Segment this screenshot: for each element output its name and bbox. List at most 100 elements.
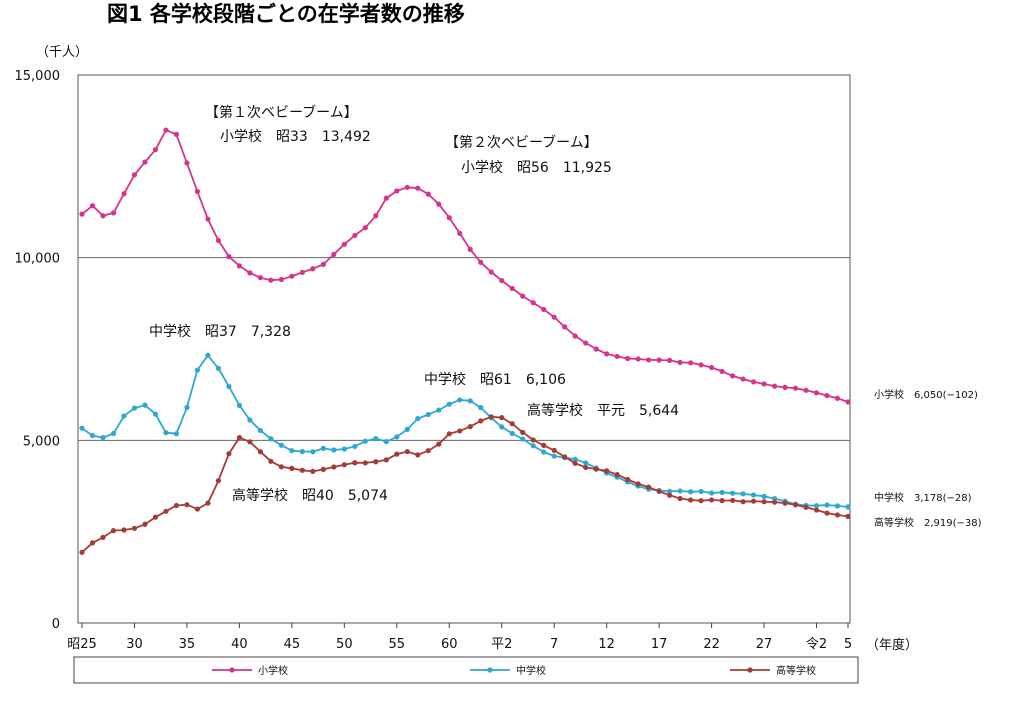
grid-layer — [78, 257, 850, 441]
data-point-elementary — [194, 188, 201, 195]
data-point-junior-high — [352, 443, 358, 450]
plot-frame — [77, 74, 851, 624]
data-point-high-school — [792, 502, 799, 508]
data-point-high-school — [625, 476, 631, 483]
data-point-high-school — [845, 513, 851, 519]
data-point-high-school — [782, 500, 788, 506]
data-point-high-school — [488, 414, 494, 420]
data-point-junior-high — [425, 411, 431, 418]
data-point-elementary — [792, 385, 799, 391]
data-point-elementary — [247, 270, 253, 276]
annotation-first-baby-boom: 【第１次ベビーブーム】 — [205, 104, 358, 121]
data-point-junior-high — [698, 488, 704, 495]
y-tick-label: 0 — [52, 617, 60, 632]
data-point-junior-high — [226, 383, 232, 390]
legend-swatch-marker — [229, 667, 235, 673]
data-point-elementary — [593, 346, 599, 352]
y-tick-label: 10,000 — [15, 252, 61, 267]
data-point-high-school — [824, 510, 830, 516]
data-point-elementary — [362, 225, 368, 231]
data-point-junior-high — [394, 434, 400, 440]
data-point-high-school — [719, 498, 725, 504]
data-point-high-school — [813, 507, 820, 513]
data-point-elementary — [131, 172, 138, 178]
data-point-elementary — [688, 360, 694, 366]
data-point-junior-high — [551, 453, 557, 459]
series-line-high-school — [81, 415, 849, 553]
data-point-elementary — [813, 390, 820, 396]
data-point-elementary — [415, 185, 421, 191]
data-point-junior-high — [362, 438, 368, 444]
data-point-junior-high — [173, 431, 180, 437]
data-point-junior-high — [383, 438, 389, 445]
data-point-high-school — [100, 534, 106, 540]
data-point-junior-high — [667, 488, 673, 495]
data-point-junior-high — [247, 417, 253, 423]
annotation-second-baby-boom: 【第２次ベビーブーム】 — [445, 134, 598, 151]
data-point-high-school — [79, 549, 85, 555]
x-tick-label: 27 — [756, 637, 773, 652]
data-point-high-school — [761, 499, 767, 505]
x-tick-label: 昭25 — [67, 637, 97, 652]
x-tick-label: 60 — [441, 637, 458, 652]
data-point-high-school — [289, 465, 295, 471]
data-point-elementary — [289, 273, 295, 279]
data-point-elementary — [352, 232, 358, 239]
data-point-high-school — [131, 525, 138, 531]
data-point-junior-high — [100, 434, 106, 441]
data-point-junior-high — [824, 502, 830, 508]
data-point-junior-high — [142, 402, 148, 408]
annotation-high-school-peak-2: 高等学校 平元 5,644 — [527, 402, 679, 419]
data-point-elementary — [750, 379, 757, 385]
data-point-elementary — [698, 362, 704, 368]
x-tick-label: 5 — [844, 637, 852, 652]
data-point-elementary — [803, 387, 809, 393]
data-point-junior-high — [331, 447, 337, 453]
data-point-elementary — [530, 300, 536, 306]
data-point-junior-high — [740, 491, 746, 497]
data-point-elementary — [320, 261, 326, 267]
data-point-elementary — [310, 266, 316, 272]
data-point-elementary — [572, 333, 578, 339]
data-point-high-school — [299, 467, 305, 473]
end-label-layer: 小学校 6,050(−102) 中学校 3,178(−28) 高等学校 2,91… — [874, 388, 982, 529]
data-point-elementary — [121, 191, 127, 197]
data-point-junior-high — [688, 489, 694, 495]
data-point-elementary — [520, 293, 526, 299]
data-point-high-school — [142, 521, 148, 527]
data-point-high-school — [520, 429, 526, 435]
x-tick-label: 40 — [231, 637, 248, 652]
data-point-elementary — [646, 357, 652, 363]
data-point-junior-high — [478, 404, 484, 411]
data-point-elementary — [404, 184, 410, 190]
data-point-high-school — [205, 500, 211, 506]
data-point-junior-high — [845, 504, 851, 510]
data-point-elementary — [761, 381, 767, 387]
data-point-high-school — [656, 488, 662, 494]
legend-label: 中学校 — [516, 664, 546, 677]
data-point-high-school — [478, 418, 484, 424]
data-point-high-school — [236, 435, 242, 441]
data-point-elementary — [100, 213, 106, 219]
data-point-junior-high — [761, 493, 767, 500]
data-point-junior-high — [215, 365, 222, 371]
data-point-elementary — [436, 201, 442, 207]
data-point-high-school — [173, 502, 180, 509]
data-point-junior-high — [729, 490, 736, 496]
data-point-elementary — [635, 356, 641, 362]
y-tick-label: 5,000 — [23, 434, 60, 449]
data-point-elementary — [782, 384, 788, 390]
data-point-elementary — [488, 269, 494, 275]
data-point-high-school — [457, 428, 463, 434]
x-tick-label: 55 — [389, 637, 406, 652]
x-tick-label: 35 — [179, 637, 196, 652]
data-point-high-school — [310, 468, 316, 474]
data-point-high-school — [194, 506, 201, 512]
data-point-elementary — [89, 203, 96, 209]
data-point-junior-high — [415, 415, 421, 422]
data-point-high-school — [708, 497, 715, 503]
data-point-elementary — [331, 251, 337, 258]
data-point-elementary — [478, 259, 484, 265]
data-point-elementary — [257, 275, 263, 281]
